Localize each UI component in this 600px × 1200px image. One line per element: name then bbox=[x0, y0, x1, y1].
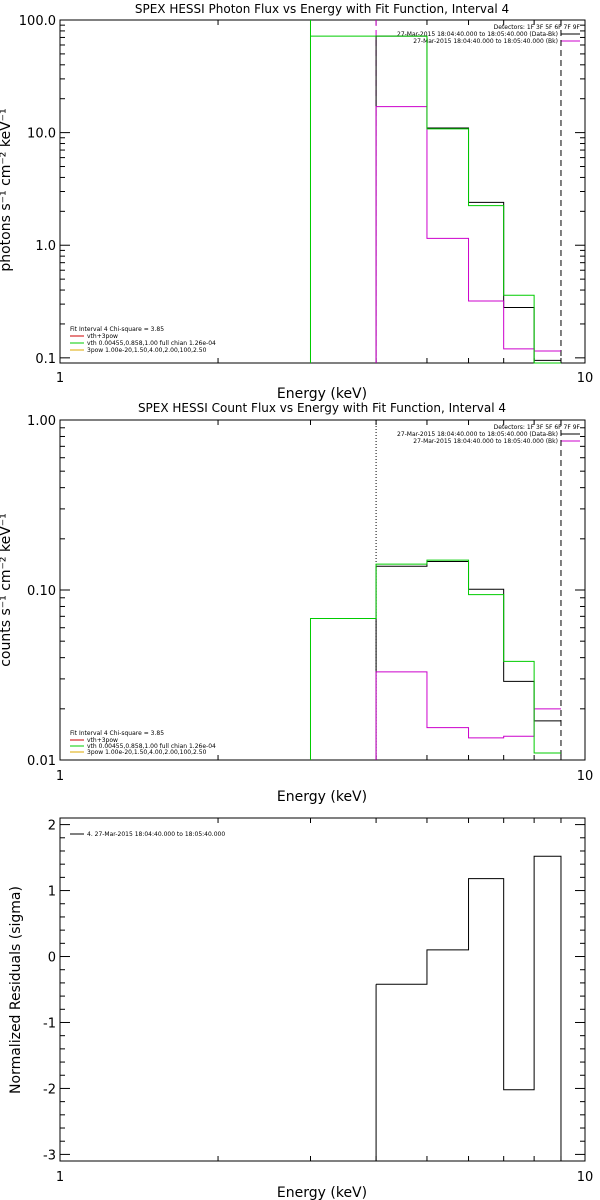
fit-legend-title: Fit Interval 4 Chi-square = 3.85 bbox=[70, 730, 164, 737]
y-axis-label: Normalized Residuals (sigma) bbox=[8, 886, 24, 1094]
series-line bbox=[309, 559, 561, 760]
chart-title: SPEX HESSI Photon Flux vs Energy with Fi… bbox=[135, 2, 509, 16]
plot-frame bbox=[59, 419, 586, 761]
y-tick-label: -1 bbox=[43, 1016, 56, 1031]
y-tick-label: 2 bbox=[48, 819, 56, 834]
data-legend-item: 27-Mar-2015 18:04:40.000 to 18:05:40.000… bbox=[397, 431, 558, 438]
x-tick-label: 1 bbox=[56, 1170, 64, 1185]
x-tick-label: 1 bbox=[56, 371, 64, 386]
fit-legend-item: vth+3pow bbox=[87, 737, 118, 744]
count-flux-panel: SPEX HESSI Count Flux vs Energy with Fit… bbox=[0, 401, 593, 805]
plot-frame bbox=[59, 817, 586, 1162]
y-tick-label: 0.1 bbox=[35, 352, 56, 367]
series-line bbox=[375, 671, 561, 760]
x-axis-label: Energy (keV) bbox=[277, 1185, 367, 1200]
fit-legend-item: 3pow 1.00e-20,1.50,4.00,2.00,100,2.50 bbox=[87, 749, 207, 756]
detectors-label: Detectors: 1F 3F 5F 6F 7F 9F bbox=[494, 24, 581, 31]
fit-legend-item: vth+3pow bbox=[87, 333, 118, 340]
y-tick-label: 0.10 bbox=[27, 584, 56, 599]
x-axis-label: Energy (keV) bbox=[277, 789, 367, 805]
x-tick-label: 10 bbox=[577, 1170, 594, 1185]
y-axis-label: counts s⁻¹ cm⁻² keV⁻¹ bbox=[0, 513, 14, 667]
fit-legend-item: 3pow 1.00e-20,1.50,4.00,2.00,100,2.50 bbox=[87, 347, 207, 354]
x-tick-label: 1 bbox=[56, 769, 64, 784]
x-tick-label: 10 bbox=[577, 371, 594, 386]
y-tick-label: 0 bbox=[48, 951, 56, 966]
chart-title: SPEX HESSI Count Flux vs Energy with Fit… bbox=[138, 401, 506, 415]
y-tick-label: 1 bbox=[48, 885, 56, 900]
x-tick-label: 10 bbox=[577, 769, 594, 784]
y-tick-label: 10.0 bbox=[27, 127, 56, 142]
y-tick-label: -2 bbox=[43, 1082, 56, 1097]
plot-frame bbox=[59, 19, 586, 364]
data-legend-item: 27-Mar-2015 18:04:40.000 to 18:05:40.000… bbox=[413, 38, 558, 45]
y-tick-label: -3 bbox=[43, 1148, 56, 1163]
series-line bbox=[376, 855, 562, 1161]
fit-legend-title: Fit Interval 4 Chi-square = 3.85 bbox=[70, 326, 164, 333]
detectors-label: Detectors: 1F 3F 5F 6F 7F 9F bbox=[494, 424, 581, 431]
x-axis-label: Energy (keV) bbox=[277, 386, 367, 402]
data-legend-item: 27-Mar-2015 18:04:40.000 to 18:05:40.000… bbox=[397, 31, 558, 38]
y-tick-label: 1.00 bbox=[27, 414, 56, 429]
legend-item: 4. 27-Mar-2015 18:04:40.000 to 18:05:40.… bbox=[87, 831, 225, 838]
y-axis-label: photons s⁻¹ cm⁻² keV⁻¹ bbox=[0, 108, 14, 271]
residuals-panel: Energy (keV) Normalized Residuals (sigma… bbox=[8, 817, 594, 1200]
y-tick-label: 1.0 bbox=[35, 239, 56, 254]
y-tick-label: 100.0 bbox=[19, 14, 56, 29]
fit-legend-item: vth 0.00455,0.858,1.00 full chian 1.26e-… bbox=[87, 340, 216, 347]
series-line bbox=[309, 35, 561, 364]
fit-legend-item: vth 0.00455,0.858,1.00 full chian 1.26e-… bbox=[87, 743, 216, 750]
data-legend-item: 27-Mar-2015 18:04:40.000 to 18:05:40.000… bbox=[413, 438, 558, 445]
photon-flux-panel: SPEX HESSI Photon Flux vs Energy with Fi… bbox=[0, 2, 593, 402]
y-tick-label: 0.01 bbox=[27, 754, 56, 769]
